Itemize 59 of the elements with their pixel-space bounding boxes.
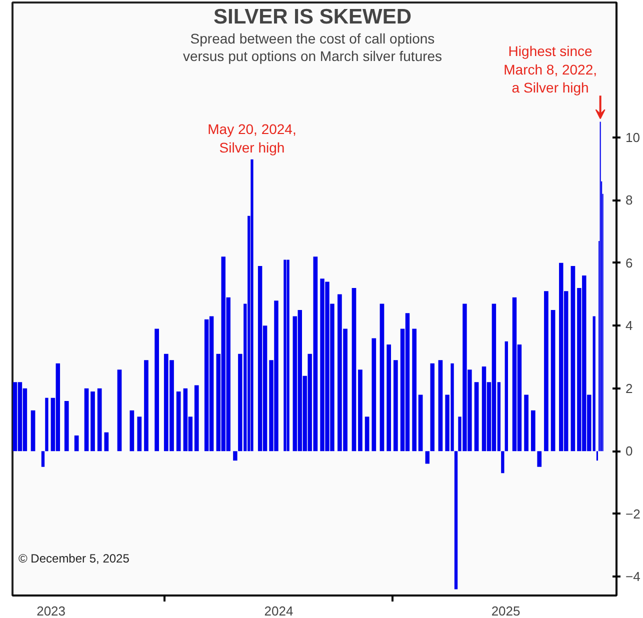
bar	[412, 328, 417, 452]
bar	[286, 260, 290, 452]
bar	[386, 344, 392, 452]
bar	[137, 416, 142, 452]
bar	[154, 328, 159, 452]
bar	[97, 388, 102, 452]
bar	[592, 316, 596, 452]
bar	[418, 394, 423, 452]
y-tick-label: 10	[626, 130, 640, 145]
bar	[352, 288, 356, 452]
bar	[194, 385, 199, 452]
y-tick-label: −2	[626, 506, 640, 522]
bar	[504, 341, 508, 452]
bar	[117, 370, 122, 452]
bar	[524, 394, 528, 452]
bar	[380, 304, 384, 452]
bar	[358, 370, 362, 452]
y-tick-label: 8	[626, 192, 633, 208]
annotation: © December 5, 2025	[18, 552, 130, 566]
bar	[30, 410, 36, 452]
bar	[570, 266, 576, 452]
bar	[130, 410, 134, 452]
y-tick-label: 6	[626, 255, 633, 270]
bar	[430, 363, 434, 452]
text: Spread between the cost of call options versus put options on March silver futures	[182, 30, 442, 64]
bar	[530, 410, 536, 452]
bar	[90, 392, 95, 452]
annotation: Highest since March 8, 2022, a Silver high	[504, 42, 598, 96]
bar	[284, 260, 286, 452]
bar	[550, 310, 556, 452]
bar	[104, 432, 109, 452]
x-tick-label: 2024	[264, 604, 294, 618]
bar	[425, 451, 430, 464]
bar	[74, 435, 79, 452]
bar	[438, 360, 443, 452]
y-tick-label: 4	[626, 318, 633, 334]
bar	[544, 291, 548, 452]
bar	[474, 382, 479, 452]
bar	[372, 338, 376, 452]
y-tick-label: 2	[626, 380, 633, 396]
bar	[364, 416, 370, 452]
bar	[64, 400, 69, 452]
bar	[144, 360, 148, 452]
bar	[84, 388, 89, 452]
annotation: May 20, 2024, Silver high	[208, 120, 296, 156]
bar	[537, 451, 542, 467]
bar	[454, 451, 458, 590]
bar	[250, 159, 254, 452]
x-tick-label: 2025	[491, 604, 520, 618]
x-tick-label: 2023	[36, 604, 66, 618]
bar	[394, 360, 398, 452]
chart-title: SILVER IS SKEWED	[214, 6, 412, 28]
bar	[41, 451, 45, 467]
bar	[501, 451, 504, 474]
bar	[233, 451, 238, 461]
bar	[45, 398, 48, 452]
y-tick-label: −4	[626, 569, 640, 584]
y-tick-label: 0	[626, 444, 633, 459]
bar	[176, 392, 181, 452]
